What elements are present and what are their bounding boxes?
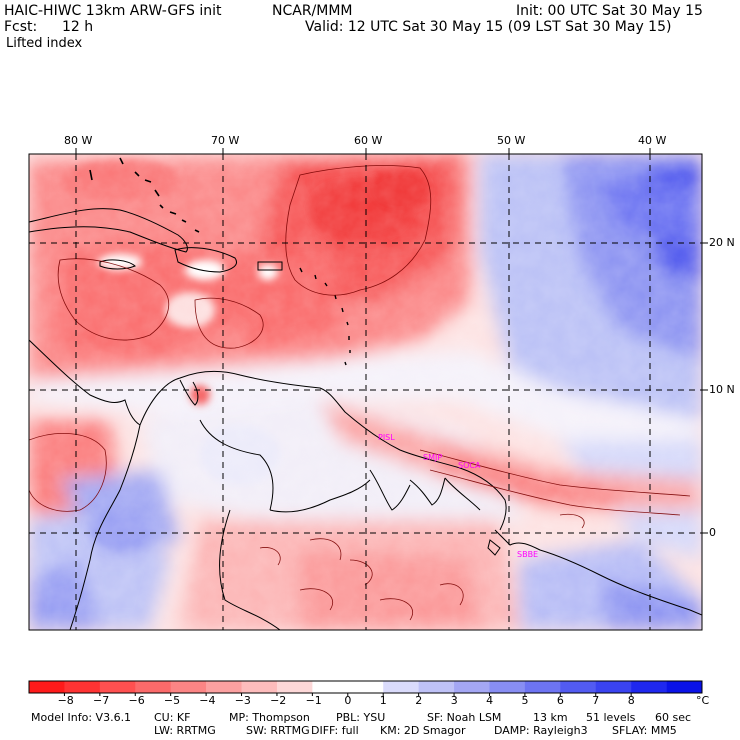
lat-label-20n: 20 N	[709, 236, 735, 249]
timestep-info: 60 sec	[655, 711, 692, 724]
org-label: NCAR/MMM	[272, 3, 353, 19]
lat-label-10n: 10 N	[709, 383, 735, 396]
lw-info: LW: RRTMG	[154, 724, 216, 737]
colorbar-label: −5	[163, 694, 181, 707]
colorbar-frame	[28, 680, 703, 694]
model-title: HAIC-HIWC 13km ARW-GFS init	[4, 3, 222, 19]
map-field	[29, 154, 702, 630]
colorbar-swatch	[631, 681, 667, 693]
colorbar-label: 0	[344, 694, 352, 707]
sf-info: SF: Noah LSM	[427, 711, 502, 724]
lon-label-70w: 70 W	[211, 134, 240, 147]
lesser-antilles	[299, 267, 351, 366]
station-label-soca: SOCA	[458, 461, 481, 470]
station-label-pisl: PISL	[378, 433, 395, 442]
colorbar-swatch	[383, 681, 419, 693]
diff-info: DIFF: full	[311, 724, 359, 737]
colorbar-swatch	[666, 681, 703, 693]
pbl-info: PBL: YSU	[336, 711, 386, 724]
colorbar-swatch	[312, 681, 349, 693]
station-label-sbbe: SBBE	[517, 550, 539, 559]
fcst-value: 12 h	[62, 19, 94, 35]
graticule	[29, 154, 702, 630]
colorbar-label: −1	[305, 694, 322, 707]
sw-info: SW: RRTMG	[246, 724, 310, 737]
colorbar-swatch	[560, 681, 597, 693]
colorbar-swatch	[418, 681, 455, 693]
colorbar-swatch	[99, 681, 136, 693]
km-info: KM: 2D Smagor	[380, 724, 466, 737]
colorbar-unit: °C	[696, 694, 710, 707]
colorbar-label: 8	[627, 694, 635, 707]
colorbar-label: −3	[234, 694, 251, 707]
colorbar-label: 3	[450, 694, 458, 707]
valid-time: Valid: 12 UTC Sat 30 May 15 (09 LST Sat …	[305, 19, 672, 35]
mp-info: MP: Thompson	[229, 711, 310, 724]
tick-marks	[75, 148, 708, 534]
colorbar-swatch	[64, 681, 101, 693]
colorbar-label: −7	[93, 694, 110, 707]
fcst-label: Fcst:	[4, 19, 38, 35]
colorbar-swatch	[595, 681, 632, 693]
colorbar-label: 2	[415, 694, 423, 707]
lon-label-60w: 60 W	[354, 134, 383, 147]
colorbar-swatch	[170, 681, 207, 693]
lon-label-80w: 80 W	[64, 134, 93, 147]
colorbar-label: 1	[379, 694, 387, 707]
model-info: Model Info: V3.6.1	[31, 711, 132, 724]
levels-info: 51 levels	[586, 711, 636, 724]
colorbar-swatch	[135, 681, 171, 693]
resolution-info: 13 km	[533, 711, 568, 724]
colorbar-swatch	[524, 681, 561, 693]
damp-info: DAMP: Rayleigh3	[494, 724, 588, 737]
lon-label-50w: 50 W	[497, 134, 526, 147]
colorbar-swatch	[29, 681, 65, 693]
station-label-smjp: SMJP	[423, 453, 443, 462]
colorbar-label: 5	[521, 694, 529, 707]
colorbar-swatch	[206, 681, 242, 693]
colorbar-label: 4	[486, 694, 494, 707]
bahamas	[89, 157, 200, 233]
cu-info: CU: KF	[154, 711, 191, 724]
lon-label-40w: 40 W	[638, 134, 667, 147]
field-name: Lifted index	[6, 36, 83, 51]
colorbar	[28, 680, 703, 696]
colorbar-label: −4	[199, 694, 216, 707]
colorbar-label: −8	[57, 694, 74, 707]
colorbar-swatch	[489, 681, 526, 693]
colorbar-swatch	[241, 681, 278, 693]
lat-label-0: 0	[709, 526, 716, 539]
sflay-info: SFLAY: MM5	[612, 724, 677, 737]
colorbar-swatch	[454, 681, 490, 693]
colorbar-label: 6	[556, 694, 564, 707]
coastlines	[29, 208, 702, 630]
lifted-index-contours	[29, 165, 691, 621]
colorbar-swatch	[276, 681, 313, 693]
init-time: Init: 00 UTC Sat 30 May 15	[516, 3, 703, 19]
colorbar-label: −2	[270, 694, 287, 707]
colorbar-label: 7	[592, 694, 600, 707]
colorbar-label: −6	[128, 694, 145, 707]
colorbar-swatch	[347, 681, 384, 693]
